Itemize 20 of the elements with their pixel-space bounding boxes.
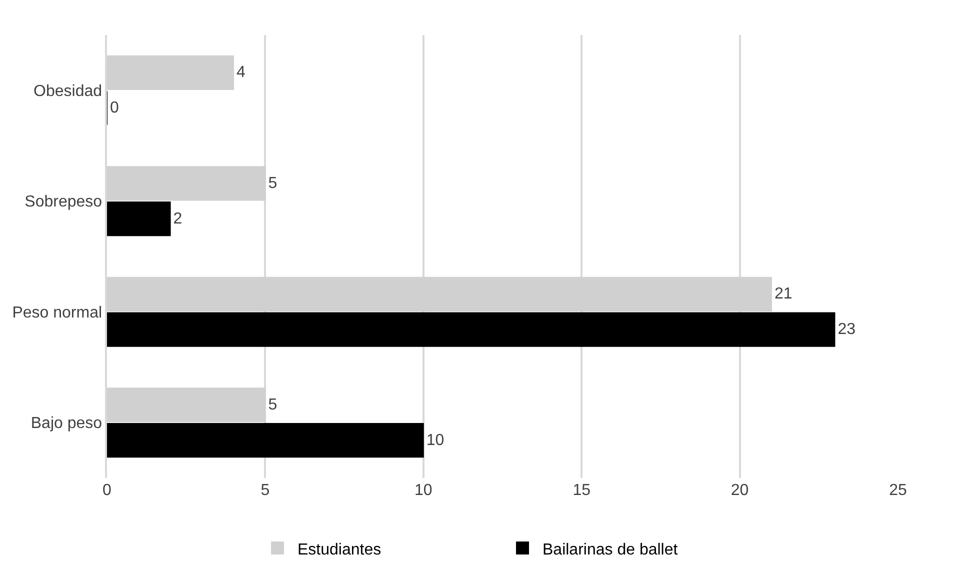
- data-label: 5: [268, 174, 278, 192]
- y-tick-label: Obesidad: [34, 82, 102, 100]
- x-tick-label: 0: [102, 482, 112, 499]
- data-label: 21: [774, 286, 792, 303]
- x-tick-label: 15: [572, 482, 591, 499]
- y-tick-label: Bajo peso: [30, 415, 102, 432]
- data-label: 23: [838, 321, 856, 338]
- x-tick-label: 5: [260, 482, 270, 499]
- legend-label: Bailarinas de ballet: [542, 541, 678, 558]
- data-label: 2: [173, 210, 182, 228]
- x-tick-label: 25: [889, 482, 907, 499]
- y-tick-label: Sobrepeso: [24, 194, 102, 211]
- data-label: 0: [110, 100, 119, 117]
- data-label: 4: [236, 64, 246, 82]
- data-label: 5: [268, 396, 278, 414]
- data-label: 10: [426, 432, 444, 449]
- legend-label: Estudiantes: [298, 541, 382, 558]
- x-tick-label: 20: [730, 482, 749, 499]
- y-tick-label: Peso normal: [12, 304, 102, 322]
- x-tick-label: 10: [414, 482, 432, 499]
